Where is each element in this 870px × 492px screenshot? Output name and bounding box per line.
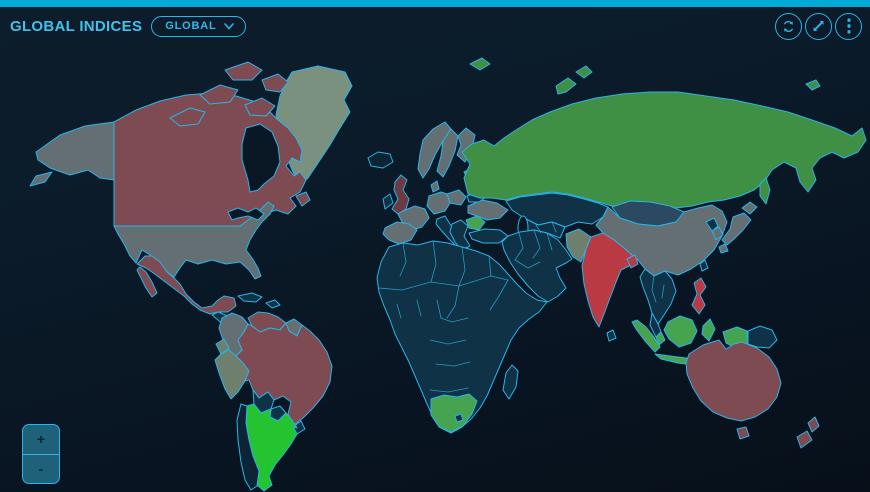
region-canada-arctic-1[interactable]: [169, 107, 206, 127]
region-canada-arctic-4[interactable]: [244, 97, 276, 117]
expand-icon: [813, 20, 824, 32]
region-denmark[interactable]: [430, 180, 440, 193]
region-sakhalin-island[interactable]: [759, 177, 771, 205]
region-chile[interactable]: [236, 403, 260, 491]
region-united-kingdom[interactable]: [391, 174, 410, 215]
header-actions: [775, 12, 862, 40]
region-united-states[interactable]: [113, 201, 275, 280]
region-canada-arctic-2[interactable]: [199, 84, 239, 105]
region-australia[interactable]: [685, 339, 782, 422]
map-zoom-controls: + -: [22, 424, 60, 484]
kebab-menu-icon: [847, 18, 850, 34]
region-iberia[interactable]: [382, 221, 418, 245]
region-indochina[interactable]: [639, 268, 677, 325]
page-title: GLOBAL INDICES: [10, 17, 143, 35]
region-ecuador[interactable]: [215, 338, 230, 355]
region-cuba[interactable]: [237, 292, 263, 303]
region-russia[interactable]: [461, 91, 867, 209]
top-accent-bar: [0, 0, 870, 7]
chevron-down-icon: [223, 22, 234, 30]
region-lesotho[interactable]: [454, 413, 464, 423]
region-selector-value: GLOBAL: [165, 20, 217, 32]
region-middle-east[interactable]: [501, 229, 573, 303]
region-svalbard-island[interactable]: [469, 57, 491, 71]
region-romania[interactable]: [465, 215, 486, 231]
internal-borders: [378, 221, 665, 393]
region-japan-hokkaido[interactable]: [741, 201, 758, 215]
region-madagascar[interactable]: [502, 364, 519, 400]
region-peru[interactable]: [214, 349, 250, 400]
zoom-in-button[interactable]: +: [23, 425, 59, 455]
region-alaska[interactable]: [29, 121, 115, 187]
region-sumatra[interactable]: [631, 319, 661, 353]
region-sweden[interactable]: [436, 128, 459, 178]
region-africa[interactable]: [376, 240, 548, 434]
menu-button[interactable]: [835, 12, 862, 40]
region-balkans[interactable]: [449, 219, 471, 252]
region-south-korea[interactable]: [711, 226, 724, 241]
expand-button[interactable]: [805, 12, 832, 40]
region-sulawesi[interactable]: [701, 318, 716, 342]
region-south-africa[interactable]: [430, 393, 478, 433]
refresh-button[interactable]: [775, 12, 802, 40]
region-pakistan[interactable]: [565, 228, 592, 263]
region-india[interactable]: [581, 232, 634, 328]
region-brazil[interactable]: [235, 322, 333, 426]
region-iceland[interactable]: [367, 151, 394, 169]
region-taiwan[interactable]: [699, 259, 709, 272]
region-new-zealand-south[interactable]: [796, 430, 813, 449]
region-borneo[interactable]: [663, 315, 698, 348]
region-japan-honshu[interactable]: [721, 212, 752, 246]
region-north-korea[interactable]: [705, 217, 719, 232]
hudson-bay-water: [241, 123, 281, 193]
region-mexico[interactable]: [136, 255, 237, 315]
region-central-europe[interactable]: [426, 191, 451, 215]
region-canada-arctic-5[interactable]: [261, 73, 289, 93]
region-japan-kyushu[interactable]: [718, 243, 729, 254]
refresh-icon: [784, 20, 793, 32]
region-selector-dropdown[interactable]: GLOBAL: [151, 15, 246, 37]
region-hispaniola[interactable]: [265, 299, 281, 309]
region-new-zealand-north[interactable]: [807, 416, 820, 433]
region-franz-josef[interactable]: [575, 65, 593, 79]
region-canada-arctic-3[interactable]: [224, 61, 263, 81]
region-newfoundland[interactable]: [295, 191, 311, 207]
region-papua-new-guinea[interactable]: [747, 325, 778, 349]
region-novaya-zemlya[interactable]: [555, 77, 577, 95]
region-sri-lanka[interactable]: [606, 329, 617, 342]
region-tasmania[interactable]: [736, 426, 750, 440]
region-bangladesh[interactable]: [626, 254, 639, 269]
region-ireland[interactable]: [382, 193, 394, 210]
zoom-out-button[interactable]: -: [38, 460, 44, 477]
great-lakes-water: [227, 207, 265, 221]
widget-header: GLOBAL INDICES GLOBAL: [0, 7, 870, 45]
region-ukraine[interactable]: [467, 199, 509, 221]
region-wrangel-island[interactable]: [805, 79, 821, 91]
region-malaysia[interactable]: [655, 331, 666, 346]
region-turkey[interactable]: [468, 228, 509, 244]
region-philippines[interactable]: [691, 277, 707, 315]
region-norway[interactable]: [417, 121, 452, 179]
